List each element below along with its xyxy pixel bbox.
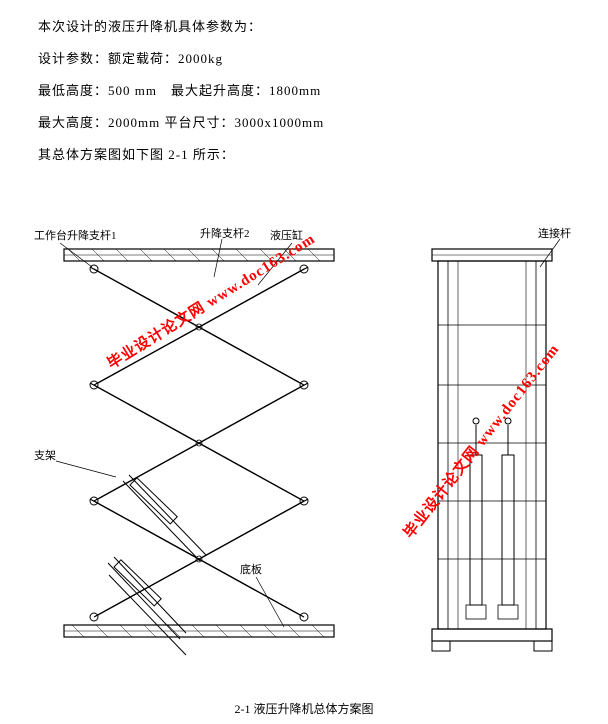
spec-line-5: 其总体方案图如下图 2-1 所示： xyxy=(38,146,235,164)
front-view xyxy=(56,239,334,671)
figure-caption: 2-1 液压升降机总体方案图 xyxy=(0,700,608,717)
label-hydraulic: 液压缸 xyxy=(270,228,303,242)
spec-line-1: 本次设计的液压升降机具体参数为： xyxy=(38,18,262,36)
label-base: 底板 xyxy=(240,562,262,576)
scissor-lift-diagram: 工作台升降支杆1 升降支杆2 液压缸 支架 底板 连接杆 xyxy=(34,225,574,675)
spec-line-4: 最大高度：2000mm 平台尺寸：3000x1000mm xyxy=(38,114,324,132)
label-lift-rod: 升降支杆2 xyxy=(200,226,250,240)
side-view xyxy=(432,239,560,651)
spec-line-2: 设计参数：额定载荷：2000kg xyxy=(38,50,223,68)
diagram-container: 工作台升降支杆1 升降支杆2 液压缸 支架 底板 连接杆 xyxy=(34,225,574,675)
label-connecting-rod: 连接杆 xyxy=(538,226,571,240)
spec-line-3: 最低高度：500 mm 最大起升高度：1800mm xyxy=(38,82,321,100)
label-platform-support: 工作台升降支杆1 xyxy=(34,228,117,242)
label-bracket: 支架 xyxy=(34,449,56,462)
